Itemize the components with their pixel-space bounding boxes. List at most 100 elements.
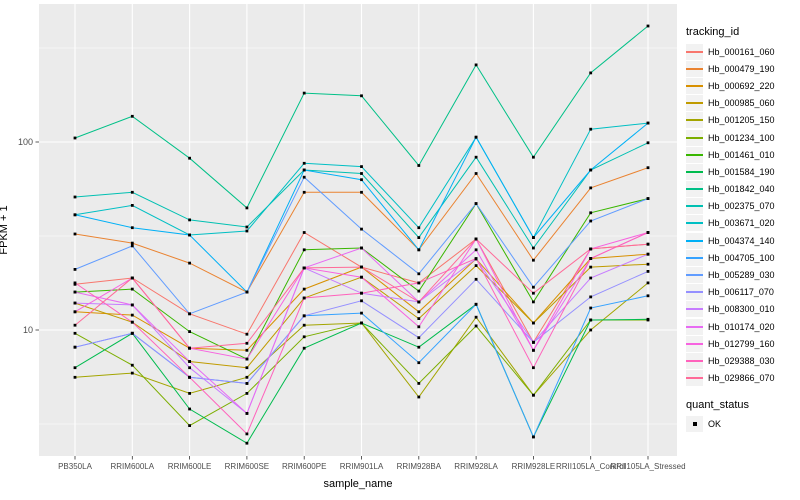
data-point — [589, 186, 593, 190]
legend-item: Hb_012799_160 — [686, 335, 798, 352]
legend-swatch-line — [686, 205, 703, 208]
data-point — [73, 301, 77, 305]
data-point — [130, 363, 134, 367]
data-point — [532, 236, 535, 239]
legend-swatch — [686, 129, 703, 146]
data-point — [188, 156, 191, 160]
data-point — [646, 294, 650, 298]
legend-item-label: Hb_001842_040 — [708, 184, 775, 195]
data-point — [73, 375, 77, 379]
data-point — [474, 277, 478, 281]
legend-item-label: Hb_003671_020 — [708, 218, 775, 229]
legend-item-label: Hb_006117_070 — [708, 287, 774, 298]
data-point — [417, 336, 421, 340]
data-point — [188, 261, 191, 265]
data-point — [188, 375, 191, 379]
legend-swatch-line — [686, 153, 703, 156]
data-point — [130, 320, 134, 324]
data-point — [589, 211, 593, 215]
data-point — [589, 257, 593, 260]
data-point — [532, 285, 535, 289]
data-point — [302, 287, 306, 291]
data-point — [646, 24, 650, 28]
data-point — [646, 252, 650, 256]
data-point — [646, 242, 650, 246]
data-point — [589, 276, 593, 280]
data-point — [589, 328, 593, 332]
data-point — [417, 361, 421, 365]
legend-swatch-line — [686, 170, 703, 173]
data-point — [360, 178, 363, 182]
data-point — [302, 175, 306, 179]
legend-item-label: Hb_005289_030 — [708, 270, 775, 281]
data-point — [130, 287, 134, 291]
legend-item: Hb_005289_030 — [686, 266, 798, 284]
data-point — [417, 310, 421, 314]
data-point — [360, 299, 363, 303]
legend-swatch — [686, 112, 703, 129]
legend-swatch-line — [686, 291, 703, 294]
legend-item-label: OK — [708, 419, 722, 430]
legend-swatch-line — [686, 274, 703, 277]
legend-swatch-line — [686, 377, 703, 380]
legend-item: Hb_029866_070 — [686, 370, 798, 387]
x-tick-label: RRIM928LE — [512, 462, 556, 471]
legend-swatch — [686, 60, 703, 77]
data-point — [646, 121, 650, 125]
data-point — [474, 315, 478, 319]
legend-item: Hb_000479_190 — [686, 60, 798, 77]
data-point — [73, 323, 77, 327]
data-point — [589, 127, 593, 131]
legend-item: Hb_010174_020 — [686, 318, 798, 335]
legend-swatch-line — [686, 84, 703, 87]
data-point — [646, 197, 650, 200]
legend-swatch — [686, 198, 703, 215]
legend-item: Hb_002375_070 — [686, 198, 798, 215]
data-point — [130, 371, 134, 375]
x-tick-label: RRIM928LA — [454, 462, 498, 471]
data-point — [73, 195, 77, 199]
data-point — [360, 94, 363, 98]
legend-item-label: Hb_004374_140 — [708, 235, 775, 246]
data-point — [130, 313, 134, 317]
data-point — [646, 141, 650, 145]
data-point — [245, 392, 249, 395]
legend-swatch — [686, 77, 703, 94]
data-point — [646, 262, 650, 266]
legend-item: Hb_006117_070 — [686, 284, 798, 301]
x-axis-title: sample_name — [323, 478, 393, 490]
data-point — [646, 231, 650, 234]
legend-item: Hb_001205_150 — [686, 112, 798, 129]
legend-swatch — [686, 215, 703, 232]
y-tick-label: 100 — [18, 137, 33, 147]
data-point — [188, 366, 191, 370]
legend-swatch — [686, 95, 703, 112]
data-point — [302, 161, 306, 165]
data-point — [73, 290, 77, 294]
legend-swatch — [686, 43, 703, 60]
data-point — [417, 272, 421, 276]
legend-item: Hb_004374_140 — [686, 232, 798, 249]
x-tick-label: RRIM901LA — [340, 462, 384, 471]
data-point — [474, 324, 478, 328]
data-point — [73, 310, 77, 314]
data-point — [646, 270, 650, 273]
data-point — [417, 300, 421, 304]
data-point — [417, 289, 421, 293]
data-point — [360, 227, 363, 231]
legend-item: Hb_001461_010 — [686, 146, 798, 163]
data-point — [474, 302, 478, 306]
data-point — [532, 393, 535, 397]
data-point — [188, 424, 191, 427]
legend-swatch — [686, 284, 703, 301]
data-point — [302, 248, 306, 252]
data-point — [532, 246, 535, 250]
legend-swatch-line — [686, 308, 703, 311]
legend-swatch-line — [686, 102, 703, 105]
legend-swatch — [686, 301, 703, 318]
data-point — [130, 276, 134, 280]
data-point — [360, 165, 363, 168]
data-point — [188, 346, 191, 350]
legend-swatch-line — [686, 325, 703, 328]
